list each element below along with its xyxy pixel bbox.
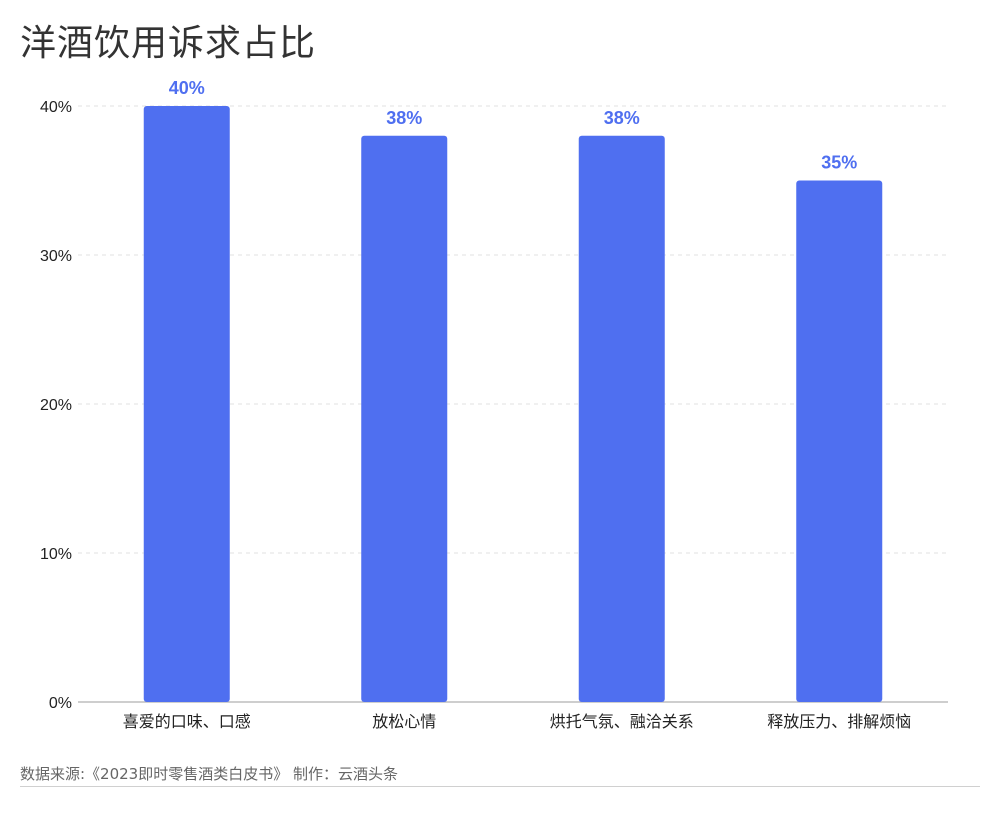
bar [578,135,665,703]
y-tick-label: 10% [40,546,72,563]
y-tick-label: 20% [40,397,72,414]
x-tick-label: 放松心情 [372,712,436,731]
y-tick-label: 30% [40,248,72,265]
bar-chart: 0% 10% 20% 30% 40% 40% 喜爱的口味、口感 38% 放松心情 38% 烘托气氛、… [40,78,948,731]
x-tick-label: 释放压力、排解烦恼 [767,712,911,731]
x-tick-label: 烘托气氛、融洽关系 [550,712,694,731]
footer-divider [20,786,980,787]
bar [361,135,448,703]
y-tick-label: 0% [49,695,72,712]
bar-value-label: 35% [821,153,857,173]
bar [796,180,883,702]
bar-value-label: 38% [604,108,640,128]
data-source-note: 数据来源:《2023即时零售酒类白皮书》 制作：云酒头条 [20,765,398,783]
bar [143,106,230,702]
bar-value-label: 40% [169,78,205,98]
y-tick-label: 40% [40,99,72,116]
bar-value-label: 38% [386,108,422,128]
chart-title: 洋酒饮用诉求占比 [20,23,317,64]
x-tick-label: 喜爱的口味、口感 [123,712,251,731]
